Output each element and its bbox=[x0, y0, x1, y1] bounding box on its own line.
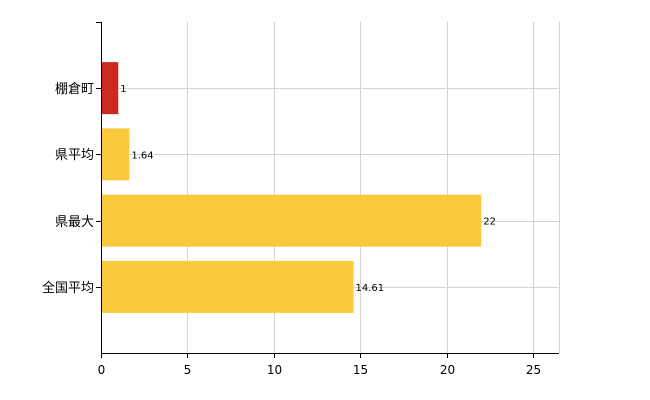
bar-3 bbox=[101, 260, 354, 313]
bar-0 bbox=[101, 62, 119, 115]
data-label-1: 1.64 bbox=[131, 150, 153, 161]
bar-layer bbox=[101, 62, 482, 313]
bar-1 bbox=[101, 128, 130, 181]
category-label-1: 県平均 bbox=[55, 148, 94, 163]
bar-2 bbox=[101, 194, 482, 247]
axis-layer bbox=[96, 22, 559, 358]
x-tick-label-2: 10 bbox=[267, 363, 282, 377]
data-label-3: 14.61 bbox=[356, 283, 385, 294]
data-label-2: 22 bbox=[483, 217, 496, 228]
x-tick-label-0: 0 bbox=[98, 363, 106, 377]
x-tick-label-4: 20 bbox=[440, 363, 455, 377]
x-tick-label-5: 25 bbox=[526, 363, 541, 377]
x-tick-label-1: 5 bbox=[184, 363, 192, 377]
x-tick-label-3: 15 bbox=[353, 363, 368, 377]
data-label-0: 1 bbox=[120, 84, 126, 95]
category-label-2: 県最大 bbox=[55, 215, 94, 230]
category-label-3: 全国平均 bbox=[42, 280, 94, 296]
category-label-0: 棚倉町 bbox=[55, 82, 94, 97]
